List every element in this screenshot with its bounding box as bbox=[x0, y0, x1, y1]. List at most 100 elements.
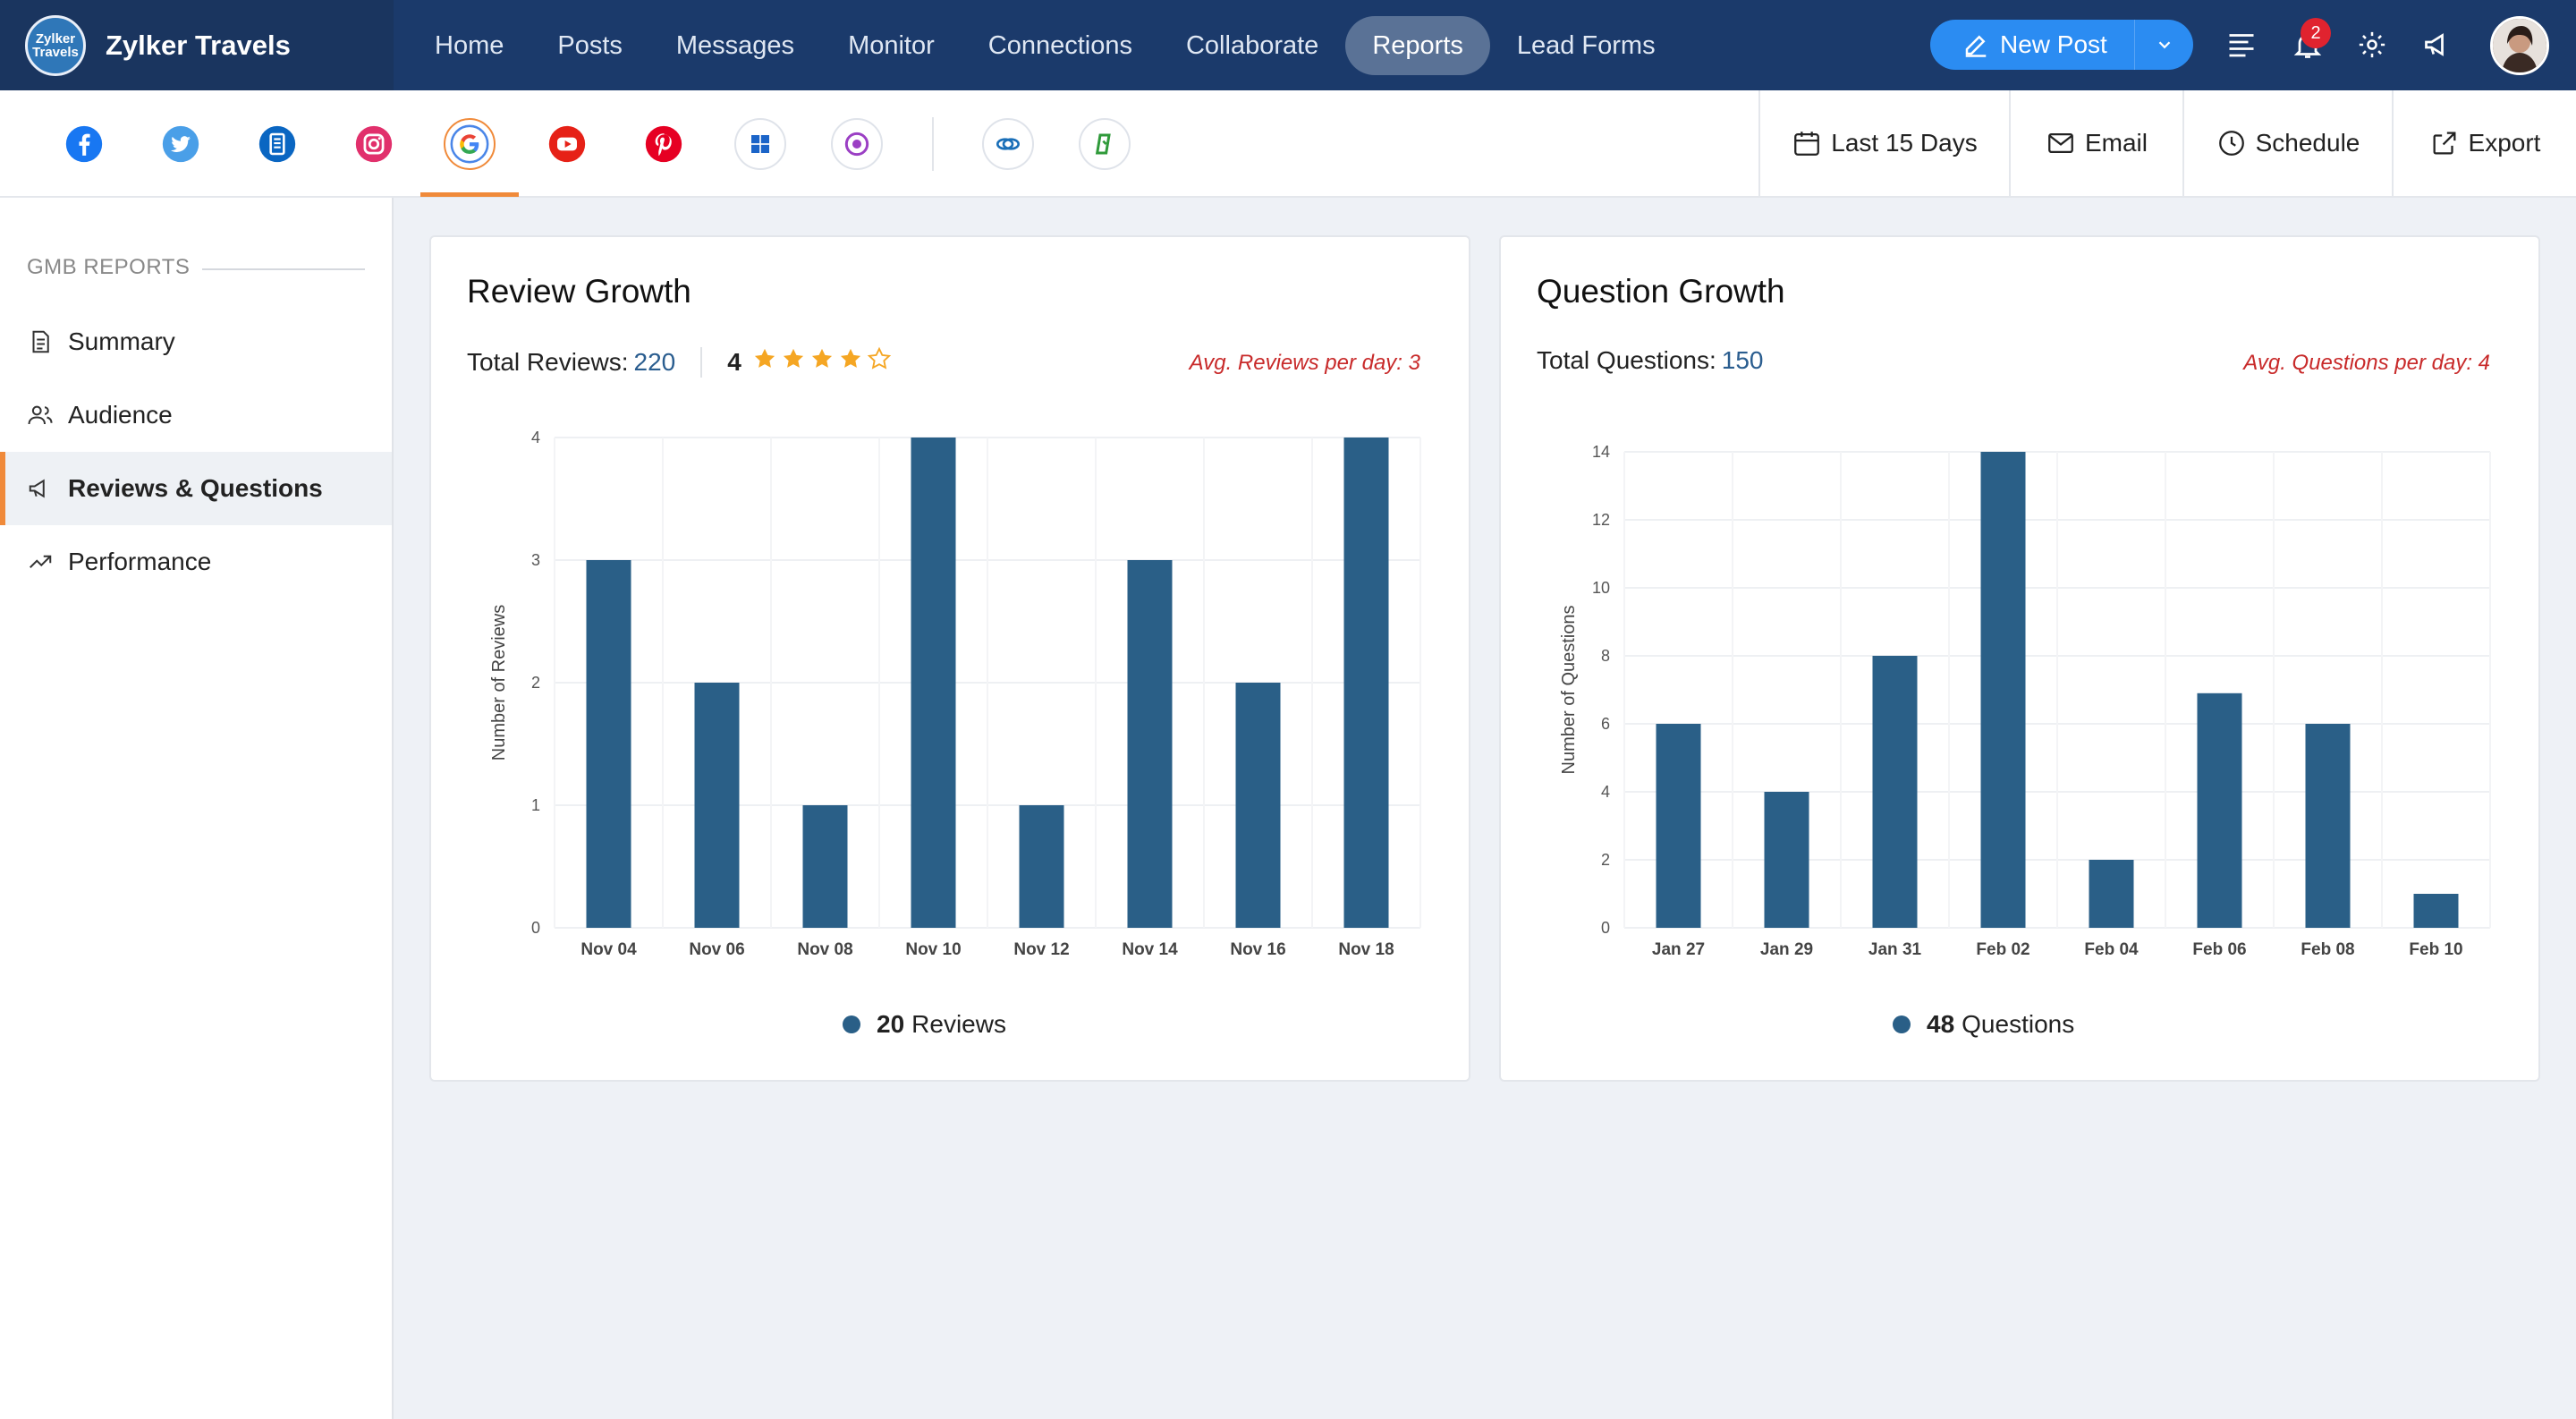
chart-legend[interactable]: 48 Questions bbox=[1893, 1010, 2074, 1039]
sidebar-heading: GMB REPORTS bbox=[27, 255, 191, 279]
microsoft-icon[interactable] bbox=[734, 118, 786, 170]
facebook-icon[interactable] bbox=[58, 118, 110, 170]
review-growth-card: Review Growth Total Reviews: 220 4 Avg. … bbox=[429, 235, 1470, 1082]
star-filled-icon bbox=[811, 348, 832, 368]
bar[interactable] bbox=[911, 438, 956, 928]
x-tick-label: Jan 27 bbox=[1652, 940, 1705, 959]
sidebar-item-reviews-questions[interactable]: Reviews & Questions bbox=[0, 452, 392, 525]
nav-collaborate[interactable]: Collaborate bbox=[1185, 30, 1319, 60]
user-avatar[interactable] bbox=[2490, 16, 2549, 75]
gear-icon[interactable] bbox=[2352, 25, 2392, 64]
bar[interactable] bbox=[1343, 438, 1389, 928]
nav-posts[interactable]: Posts bbox=[557, 30, 623, 60]
nav-messages[interactable]: Messages bbox=[675, 30, 795, 60]
sidebar-item-audience[interactable]: Audience bbox=[0, 378, 392, 452]
chart-legend[interactable]: 20 Reviews bbox=[843, 1010, 1006, 1039]
y-tick-label: 4 bbox=[1601, 783, 1610, 801]
legend-count: 20 bbox=[877, 1010, 905, 1038]
total-reviews-label: Total Reviews: bbox=[467, 347, 629, 376]
mail-icon bbox=[2048, 132, 2073, 154]
new-post-button[interactable]: New Post bbox=[1930, 20, 2193, 70]
x-tick-label: Nov 06 bbox=[689, 940, 744, 959]
nav-reports[interactable]: Reports bbox=[1345, 15, 1490, 75]
email-button[interactable]: Email bbox=[2009, 90, 2182, 196]
nav-monitor[interactable]: Monitor bbox=[848, 30, 935, 60]
app-name: Zylker Travels bbox=[106, 29, 291, 61]
star-filled-icon bbox=[754, 348, 775, 368]
nav-lead-forms[interactable]: Lead Forms bbox=[1516, 30, 1656, 60]
bar[interactable] bbox=[1235, 683, 1281, 928]
bar[interactable] bbox=[1872, 656, 1918, 928]
sidebar-item-performance[interactable]: Performance bbox=[0, 525, 392, 599]
new-post-main[interactable]: New Post bbox=[1930, 20, 2134, 70]
menu-list-icon[interactable] bbox=[2222, 25, 2261, 64]
google-business-icon[interactable] bbox=[444, 118, 496, 170]
total-questions-value: 150 bbox=[1721, 346, 1764, 374]
youtube-icon[interactable] bbox=[541, 118, 593, 170]
star-empty-icon bbox=[867, 346, 891, 370]
bar[interactable] bbox=[2197, 693, 2242, 928]
sidebar-heading-divider bbox=[202, 268, 365, 270]
bar[interactable] bbox=[2089, 860, 2134, 928]
megaphone-icon[interactable] bbox=[2419, 25, 2458, 64]
y-tick-label: 4 bbox=[531, 429, 540, 446]
new-post-dropdown[interactable] bbox=[2134, 20, 2193, 70]
chevron-down-icon bbox=[2158, 41, 2170, 49]
date-range-button[interactable]: Last 15 Days bbox=[1758, 90, 2009, 196]
bar[interactable] bbox=[802, 805, 848, 928]
bar[interactable] bbox=[694, 683, 740, 928]
channel-toolbar: Last 15 Days Email Schedule Export bbox=[0, 90, 2576, 198]
avg-questions-per-day: Avg. Questions per day: 4 bbox=[2243, 351, 2490, 375]
x-tick-label: Jan 31 bbox=[1868, 940, 1922, 959]
x-tick-label: Nov 16 bbox=[1230, 940, 1285, 959]
bar[interactable] bbox=[2413, 894, 2459, 928]
channel-separator bbox=[932, 117, 934, 171]
brand[interactable]: Zylker Travels Zylker Travels bbox=[0, 0, 394, 90]
logo-text-line1: Zylker bbox=[35, 30, 76, 47]
bar[interactable] bbox=[2305, 724, 2351, 928]
bar[interactable] bbox=[1980, 452, 2026, 928]
bar[interactable] bbox=[1764, 792, 1809, 928]
legend-label: Reviews bbox=[911, 1010, 1006, 1038]
bar[interactable] bbox=[1127, 560, 1173, 928]
y-tick-label: 10 bbox=[1592, 579, 1610, 597]
y-tick-label: 8 bbox=[1601, 647, 1610, 665]
instagram-icon[interactable] bbox=[348, 118, 400, 170]
legend-count: 48 bbox=[1927, 1010, 1955, 1038]
y-axis-title: Number of Reviews bbox=[489, 605, 509, 761]
star-filled-icon bbox=[783, 348, 803, 368]
schedule-button[interactable]: Schedule bbox=[2182, 90, 2392, 196]
pinterest-icon[interactable] bbox=[638, 118, 690, 170]
logo-text-line2: Travels bbox=[32, 44, 79, 60]
bar[interactable] bbox=[1019, 805, 1064, 928]
clock-icon bbox=[2218, 131, 2244, 156]
users-icon bbox=[28, 405, 53, 425]
x-tick-label: Feb 02 bbox=[1976, 940, 2029, 959]
export-button[interactable]: Export bbox=[2392, 90, 2576, 196]
total-questions-label: Total Questions: bbox=[1537, 346, 1716, 374]
x-tick-label: Nov 10 bbox=[905, 940, 961, 959]
x-tick-label: Nov 18 bbox=[1338, 940, 1394, 959]
reports-sidebar: GMB REPORTS Summary Audience Reviews & Q… bbox=[0, 198, 394, 1419]
bar[interactable] bbox=[586, 560, 631, 928]
y-axis-title: Number of Questions bbox=[1559, 606, 1579, 775]
review-summary: Total Reviews: 220 4 bbox=[467, 346, 895, 378]
trend-icon bbox=[30, 555, 52, 568]
nav-home[interactable]: Home bbox=[435, 30, 504, 60]
sidebar-item-summary[interactable]: Summary bbox=[0, 305, 392, 378]
threads-icon[interactable] bbox=[831, 118, 883, 170]
zoho-desk-icon[interactable] bbox=[1079, 118, 1131, 170]
question-growth-chart: 0 2 4 6 8 10 12 14 Jan 27 Jan 29 Jan 31 Feb 02 Feb 0… bbox=[1559, 443, 2491, 959]
email-label: Email bbox=[2084, 129, 2148, 157]
x-tick-label: Feb 06 bbox=[2192, 940, 2246, 959]
linkedin-page-icon[interactable] bbox=[251, 118, 303, 170]
bar[interactable] bbox=[1656, 724, 1701, 928]
nav-connections[interactable]: Connections bbox=[987, 30, 1132, 60]
card-title: Review Growth bbox=[467, 273, 691, 310]
question-summary: Total Questions: 150 bbox=[1537, 346, 1764, 375]
zoho-crm-icon[interactable] bbox=[982, 118, 1034, 170]
y-tick-label: 14 bbox=[1592, 443, 1610, 461]
x-tick-label: Nov 04 bbox=[580, 940, 637, 959]
twitter-icon[interactable] bbox=[155, 118, 207, 170]
pencil-icon bbox=[1965, 35, 1987, 57]
